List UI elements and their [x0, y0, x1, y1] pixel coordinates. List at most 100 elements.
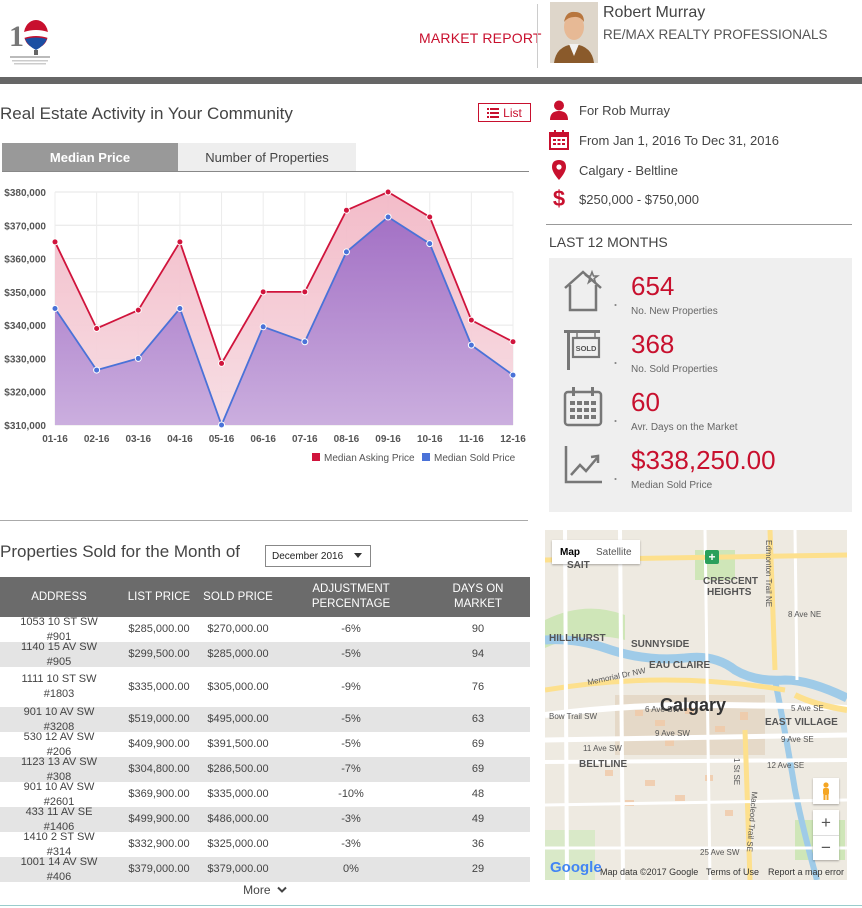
table-row[interactable]: 1001 14 AV SW #406 $379,000.00 $379,000.00… — [0, 856, 530, 883]
report-map-error-link[interactable]: Report a map error — [768, 867, 845, 877]
table-row[interactable]: 1111 10 ST SW #1803 $335,000.00 $305,000.0… — [0, 667, 530, 707]
cell-list-price: $285,000.00 — [128, 623, 190, 635]
cell-sold-price: $325,000.00 — [207, 838, 269, 850]
table-body: 1053 10 ST SW #901 $285,000.00 $270,000.00… — [0, 615, 530, 883]
table-row[interactable]: 1123 13 AV SW #308 $304,800.00 $286,500.00… — [0, 756, 530, 783]
agent-name: Robert Murray — [603, 4, 706, 21]
y-tick-label: $310,000 — [4, 421, 46, 432]
y-tick-label: $370,000 — [4, 221, 46, 232]
sold-sign-text: SOLD — [576, 344, 597, 353]
stat-sold-properties-value: 368 — [631, 329, 675, 359]
map-type-map[interactable]: Map — [560, 546, 580, 558]
map[interactable]: Map Satellite SAIT CRESCENT HEIGHTS HILL… — [545, 530, 847, 880]
legend-swatch — [312, 453, 320, 461]
google-logo[interactable]: Google — [550, 859, 602, 876]
x-tick-label: 11-16 — [459, 434, 484, 445]
table-row[interactable]: 1140 15 AV SW #905 $299,500.00 $285,000.00… — [0, 640, 530, 668]
tab-median-price[interactable]: Median Price — [2, 143, 178, 171]
y-tick-label: $350,000 — [4, 288, 46, 299]
data-point — [51, 238, 59, 246]
data-point — [301, 288, 309, 296]
cell-days-on-market: 69 — [471, 738, 485, 750]
map-type-satellite[interactable]: Satellite — [596, 546, 632, 558]
data-point — [134, 306, 142, 314]
zoom-out-button[interactable]: − — [813, 835, 839, 860]
data-point — [342, 248, 350, 256]
map-canvas[interactable] — [545, 530, 847, 880]
table-row[interactable]: 901 10 AV SW #2601 $369,900.00 $335,000.00… — [0, 780, 530, 808]
map-label-12-ave-se: 12 Ave SE — [767, 761, 805, 770]
chevron-down-icon — [354, 553, 362, 558]
map-label-calgary: Calgary — [660, 695, 727, 715]
data-point — [218, 359, 226, 367]
table-row[interactable]: 901 10 AV SW #3208 $519,000.00 $495,000.00… — [0, 706, 530, 733]
data-point — [259, 288, 267, 296]
col-adjustment[interactable]: ADJUSTMENT PERCENTAGE — [311, 583, 391, 610]
cell-adjustment: -5% — [341, 648, 361, 660]
more-label: More — [243, 883, 271, 897]
data-point — [426, 213, 434, 221]
street-view-pegman-icon[interactable] — [813, 778, 839, 804]
area-sold — [55, 216, 513, 425]
map-label-25-ave: 25 Ave SW — [700, 848, 740, 857]
table-row[interactable]: 530 12 AV SW #206 $409,900.00 $391,500.00 -… — [0, 731, 530, 758]
col-list-price[interactable]: LIST PRICE — [127, 590, 191, 603]
data-point — [176, 305, 184, 312]
table-row[interactable]: 1410 2 ST SW #314 $332,900.00 $325,000.00 -… — [0, 831, 530, 858]
map-label-bow-trail: Bow Trail SW — [549, 712, 598, 721]
map-pin-icon — [548, 159, 570, 181]
market-report-link[interactable]: MARKET REPORT — [419, 30, 542, 46]
x-tick-label: 03-16 — [125, 434, 151, 445]
table-row[interactable]: 433 11 AV SE #1406 $499,900.00 $486,000.00… — [0, 806, 530, 833]
data-point — [134, 354, 142, 362]
map-label-8-ave-ne: 8 Ave NE — [788, 610, 822, 619]
user-icon — [548, 99, 570, 121]
stat-new-properties: . 654 No. New Properties — [549, 268, 852, 324]
cell-address: 901 10 AV SW #2601 — [23, 780, 95, 808]
more-button[interactable]: More — [0, 883, 530, 897]
x-tick-label: 12-16 — [500, 434, 526, 445]
cell-address: 1111 10 ST SW #1803 — [21, 673, 97, 700]
activity-title: Real Estate Activity in Your Community — [0, 104, 293, 123]
map-label-hillhurst: HILLHURST — [549, 633, 606, 644]
col-address[interactable]: ADDRESS — [31, 590, 87, 603]
month-select-value: December 2016 — [272, 550, 344, 562]
y-tick-label: $380,000 — [4, 188, 46, 199]
col-sold-price[interactable]: SOLD PRICE — [203, 590, 273, 603]
map-label-eau-claire: EAU CLAIRE — [649, 660, 711, 671]
header-bar — [0, 77, 862, 84]
summary-separator — [546, 224, 852, 225]
data-point — [342, 206, 350, 214]
cell-sold-price: $391,500.00 — [207, 738, 269, 750]
tab-number-of-properties[interactable]: Number of Properties — [178, 143, 356, 171]
cell-adjustment: -5% — [341, 713, 361, 725]
stat-days-value: 60 — [631, 387, 660, 417]
last-12-months-title: LAST 12 MONTHS — [549, 234, 668, 250]
remax-logo[interactable]: 1 — [6, 10, 54, 68]
list-icon — [487, 107, 500, 118]
agent-company: RE/MAX REALTY PROFESSIONALS — [603, 27, 828, 42]
stat-sold-properties-label: No. Sold Properties — [631, 364, 718, 375]
cell-address: 1053 10 ST SW #901 — [20, 615, 98, 643]
stat-median-sold-value: $338,250.00 — [631, 445, 776, 475]
x-tick-label: 07-16 — [292, 434, 318, 445]
data-point — [176, 238, 184, 246]
month-select[interactable]: December 2016 — [265, 545, 371, 567]
list-view-button[interactable]: List — [478, 103, 531, 122]
header-divider — [537, 4, 538, 68]
legend-label: Median Asking Price — [324, 453, 415, 464]
agent-avatar — [550, 2, 598, 63]
bottom-border — [0, 905, 862, 906]
zoom-in-button[interactable]: + — [821, 812, 831, 832]
cell-list-price: $299,500.00 — [128, 648, 190, 660]
cell-address: 1140 15 AV SW #905 — [20, 640, 98, 668]
table-row[interactable]: 1053 10 ST SW #901 $285,000.00 $270,000.00… — [0, 615, 530, 643]
cell-days-on-market: 94 — [471, 648, 485, 660]
col-days-on-market[interactable]: DAYS ON MARKET — [452, 583, 504, 610]
data-point — [384, 213, 392, 221]
cell-adjustment: -6% — [341, 623, 361, 635]
data-point — [384, 188, 392, 196]
filter-for-text: For Rob Murray — [579, 102, 671, 118]
terms-of-use-link[interactable]: Terms of Use — [706, 867, 760, 877]
cell-list-price: $409,900.00 — [128, 738, 190, 750]
